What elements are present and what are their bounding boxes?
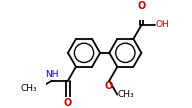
Text: CH₃: CH₃ (118, 90, 135, 99)
Text: O: O (105, 81, 113, 91)
Text: O: O (137, 1, 146, 11)
Text: CH₃: CH₃ (21, 84, 37, 93)
Text: O: O (64, 98, 72, 108)
Text: OH: OH (156, 21, 169, 29)
Text: NH: NH (45, 70, 59, 79)
